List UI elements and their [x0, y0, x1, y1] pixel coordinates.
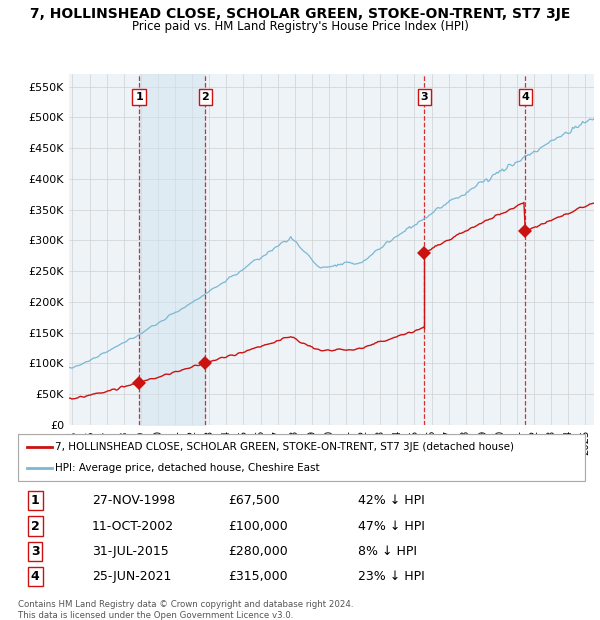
Text: £315,000: £315,000 [228, 570, 287, 583]
Text: 11-OCT-2002: 11-OCT-2002 [92, 520, 174, 533]
Text: 3: 3 [31, 545, 40, 558]
Text: £280,000: £280,000 [228, 545, 287, 558]
Text: 4: 4 [521, 92, 529, 102]
Text: 27-NOV-1998: 27-NOV-1998 [92, 494, 175, 507]
Text: 25-JUN-2021: 25-JUN-2021 [92, 570, 171, 583]
Text: 1: 1 [135, 92, 143, 102]
Text: 1: 1 [31, 494, 40, 507]
Text: 23% ↓ HPI: 23% ↓ HPI [358, 570, 425, 583]
Text: 2: 2 [31, 520, 40, 533]
Text: 42% ↓ HPI: 42% ↓ HPI [358, 494, 425, 507]
Text: £100,000: £100,000 [228, 520, 287, 533]
Text: £67,500: £67,500 [228, 494, 280, 507]
Text: 4: 4 [31, 570, 40, 583]
Text: Contains HM Land Registry data © Crown copyright and database right 2024.
This d: Contains HM Land Registry data © Crown c… [18, 600, 353, 619]
Text: 2: 2 [202, 92, 209, 102]
Text: 8% ↓ HPI: 8% ↓ HPI [358, 545, 417, 558]
Text: Price paid vs. HM Land Registry's House Price Index (HPI): Price paid vs. HM Land Registry's House … [131, 20, 469, 33]
Text: 7, HOLLINSHEAD CLOSE, SCHOLAR GREEN, STOKE-ON-TRENT, ST7 3JE: 7, HOLLINSHEAD CLOSE, SCHOLAR GREEN, STO… [30, 7, 570, 22]
Text: 7, HOLLINSHEAD CLOSE, SCHOLAR GREEN, STOKE-ON-TRENT, ST7 3JE (detached house): 7, HOLLINSHEAD CLOSE, SCHOLAR GREEN, STO… [55, 441, 514, 451]
Text: 3: 3 [421, 92, 428, 102]
Text: 31-JUL-2015: 31-JUL-2015 [92, 545, 169, 558]
Text: 47% ↓ HPI: 47% ↓ HPI [358, 520, 425, 533]
FancyBboxPatch shape [18, 434, 585, 481]
Text: HPI: Average price, detached house, Cheshire East: HPI: Average price, detached house, Ches… [55, 463, 319, 473]
